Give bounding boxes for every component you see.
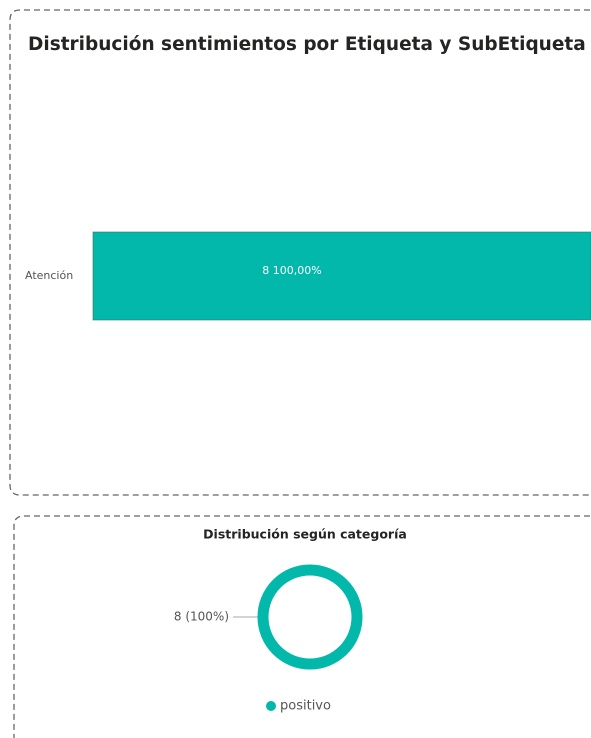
data-label: 8 (100%) [174,610,229,624]
legend-marker [266,701,276,711]
data-label: 8 100,00% [262,264,321,277]
chart-title: Distribución según categoría [203,527,407,542]
y-tick-label: Atención [25,269,73,282]
panel-border [13,515,591,738]
bar [92,231,591,321]
chart-title: Distribución sentimientos por Etiqueta y… [28,34,586,55]
legend-label: positivo [280,699,331,714]
panel-border [9,9,591,496]
donut-slice [257,564,363,670]
